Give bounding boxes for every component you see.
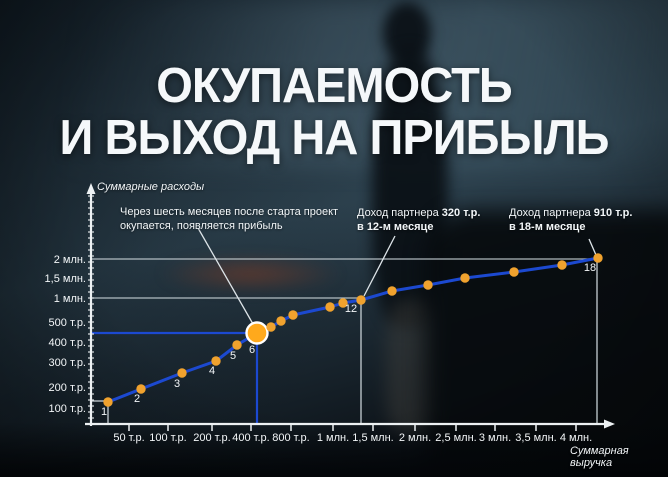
y-tick-label: 2 млн. xyxy=(54,254,86,266)
point-label-month-5: 5 xyxy=(230,350,236,362)
annotation-month12-value: 320 т.р. xyxy=(441,207,481,219)
x-axis-title-line1: Суммарная xyxy=(570,445,629,457)
data-point-month-7 xyxy=(266,322,276,332)
payback-point-month-6 xyxy=(245,321,269,345)
y-tick-label: 200 т.р. xyxy=(49,382,86,394)
data-point-month-8 xyxy=(276,316,286,326)
x-tick-label: 3,5 млн. xyxy=(515,432,556,444)
x-tick-label: 50 т.р. xyxy=(113,432,144,444)
annotation-payback-line1: Через шесть месяцев после старта проект xyxy=(120,206,339,218)
point-label-month-12: 12 xyxy=(345,303,357,315)
x-tick-label: 100 т.р. xyxy=(149,432,186,444)
x-tick-label: 4 млн. xyxy=(560,432,592,444)
page-title-line1: ОКУПАЕМОСТЬ xyxy=(156,59,512,113)
annotation-month12-prefix: Доход партнера xyxy=(357,207,442,219)
annotation-month18-value: 910 т.р. xyxy=(593,207,633,219)
x-tick-label: 3 млн. xyxy=(479,432,511,444)
x-tick-label: 800 т.р. xyxy=(272,432,309,444)
x-tick-label: 2,5 млн. xyxy=(435,432,476,444)
data-point-month-12 xyxy=(356,295,366,305)
data-point-month-15 xyxy=(460,273,470,283)
point-label-month-18: 18 xyxy=(584,262,596,274)
x-tick-label: 1 млн. xyxy=(317,432,349,444)
data-point-month-16 xyxy=(509,267,519,277)
callout-line-m18 xyxy=(588,238,597,256)
data-point-month-9 xyxy=(288,310,298,320)
data-point-month-2 xyxy=(136,384,146,394)
data-point-month-10 xyxy=(325,302,335,312)
y-tick-label: 100 т.р. xyxy=(49,403,86,415)
annotation-payback: Через шесть месяцев после старта проект … xyxy=(120,205,338,233)
data-point-month-5 xyxy=(232,340,242,350)
data-point-month-3 xyxy=(177,368,187,378)
point-label-month-1: 1 xyxy=(101,406,107,418)
x-tick-label: 2 млн. xyxy=(399,432,431,444)
y-axis-title: Суммарные расходы xyxy=(97,181,205,193)
annotation-month12: Доход партнера 320 т.р. в 12-м месяце xyxy=(357,206,480,234)
y-tick-label: 1 млн. xyxy=(54,293,86,305)
y-tick-label: 300 т.р. xyxy=(49,357,86,369)
y-axis-arrow-icon xyxy=(86,183,96,194)
data-point-month-13 xyxy=(387,286,397,296)
x-tick-label: 1,5 млн. xyxy=(352,432,393,444)
annotation-payback-line2: окупается, появляется прибыль xyxy=(120,220,283,232)
callout-line-m12 xyxy=(363,235,396,297)
data-point-month-4 xyxy=(211,356,221,366)
callout-line-payback xyxy=(197,227,254,325)
revenue-line xyxy=(106,256,600,404)
y-tick-label: 1,5 млн. xyxy=(45,273,86,285)
y-tick-label: 500 т.р. xyxy=(49,317,86,329)
data-point-month-11 xyxy=(338,298,348,308)
point-label-month-2: 2 xyxy=(134,393,140,405)
point-label-month-4: 4 xyxy=(209,365,215,377)
data-point-month-17 xyxy=(557,260,567,270)
data-point-month-18 xyxy=(593,253,603,263)
annotation-month18-line2: в 18-м месяце xyxy=(509,221,586,233)
annotation-month12-line2: в 12-м месяце xyxy=(357,221,434,233)
page-title: ОКУПАЕМОСТЬ И ВЫХОД НА ПРИБЫЛЬ xyxy=(0,60,668,164)
point-label-month-6: 6 xyxy=(249,344,255,356)
x-axis-arrow-icon xyxy=(604,419,615,429)
data-point-month-1 xyxy=(103,397,113,407)
annotation-month18: Доход партнера 910 т.р. в 18-м месяце xyxy=(509,206,632,234)
page-title-line2: И ВЫХОД НА ПРИБЫЛЬ xyxy=(59,111,609,165)
x-tick-label: 400 т.р. xyxy=(232,432,269,444)
point-label-month-3: 3 xyxy=(174,378,180,390)
annotation-month18-prefix: Доход партнера xyxy=(509,207,594,219)
x-tick-label: 200 т.р. xyxy=(193,432,230,444)
x-axis-title: Суммарная выручка xyxy=(570,445,629,469)
y-tick-label: 400 т.р. xyxy=(49,337,86,349)
x-axis-title-line2: выручка xyxy=(570,457,613,469)
data-point-month-14 xyxy=(423,280,433,290)
